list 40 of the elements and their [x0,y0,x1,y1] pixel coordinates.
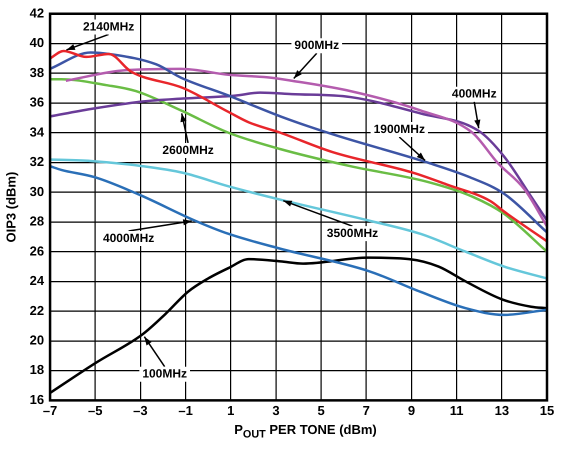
y-tick-label: 28 [30,214,44,229]
x-tick-label: 7 [362,402,370,418]
line-series [50,158,547,280]
x-tick-label: –3 [133,402,148,418]
x-tick-label: 5 [318,402,325,418]
x-tick-label: –1 [178,402,193,418]
x-tick-label: 3 [272,402,280,418]
y-tick-label: 42 [30,5,44,20]
y-tick-label: 32 [30,154,44,170]
y-tick-label: 24 [30,273,45,288]
series-label: 3500MHz [326,226,378,240]
y-tick-label: 26 [30,243,44,258]
y-axis-title: OIP3 (dBm) [3,172,18,242]
text: 100MHz [142,366,188,381]
x-tick-label: 13 [494,402,510,418]
x-tick-label: –7 [42,402,58,418]
series-label: 400MHz [452,86,497,101]
y-tick-label: 34 [30,124,45,140]
y-tick-label: 20 [30,332,44,348]
y-tick-label: 30 [30,184,44,199]
x-tick-label: –5 [88,402,102,418]
y-tick-label: 40 [30,35,44,50]
line-series [50,164,547,316]
text: 900MHz [294,38,340,52]
series-label: 1900MHz [374,122,425,136]
line-series [50,91,547,222]
x-tick-label: 11 [450,402,464,418]
x-tick-label: 9 [408,402,416,418]
x-axis-title: P$_{OUT}$ PER TONE (dBm) [233,422,378,441]
line-series [50,78,547,253]
x-tick-label: 15 [540,402,554,418]
y-tick-label: 36 [30,94,44,110]
y-tick-label: 38 [30,64,44,80]
x-tick-label: 1 [227,402,234,418]
text: 4000MHz [102,230,154,245]
series-label: 2600MHz [162,142,214,157]
series-label: 2140MHz [82,19,134,34]
y-tick-label: 18 [30,362,44,378]
y-tick-label: 22 [30,302,44,318]
y-tick-label: 16 [30,392,44,407]
